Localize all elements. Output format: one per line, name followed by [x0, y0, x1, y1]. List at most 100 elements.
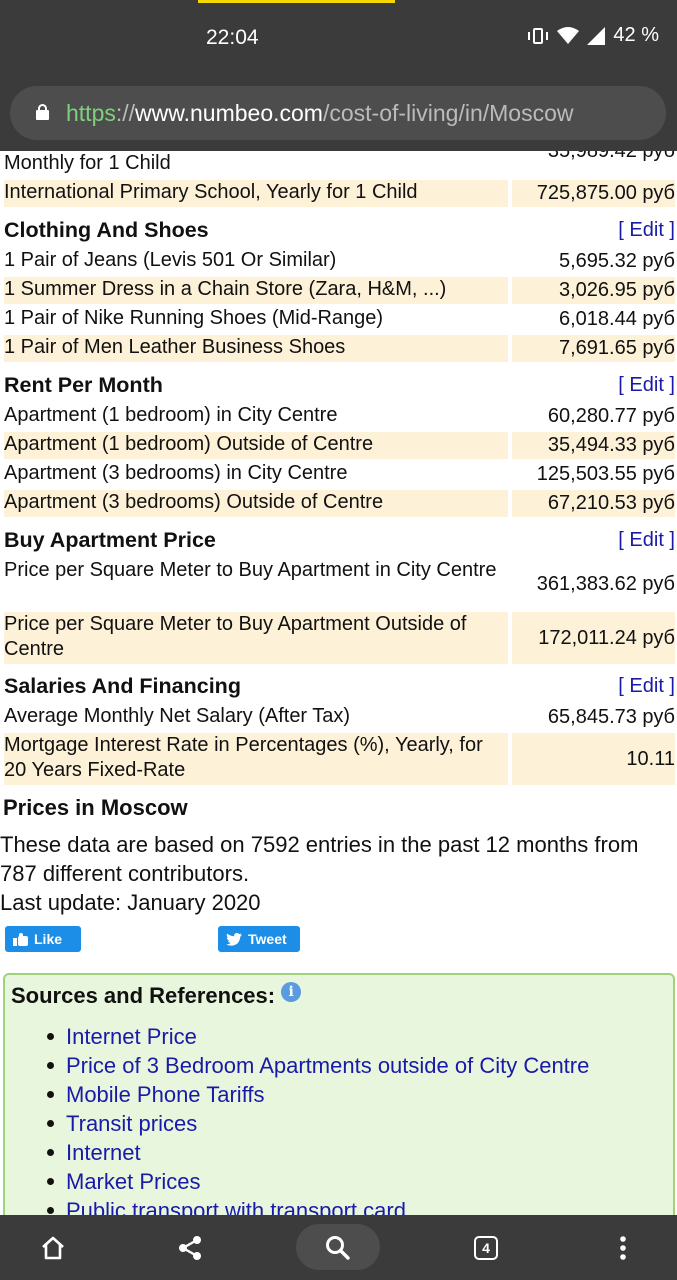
row-label: Apartment (3 bedrooms) Outside of Centre — [4, 490, 508, 517]
row-value: 172,011.24 руб — [512, 612, 675, 664]
row-label: 1 Pair of Men Leather Business Shoes — [4, 335, 508, 362]
url-text[interactable]: https://www.numbeo.com/cost-of-living/in… — [66, 100, 574, 127]
info-icon[interactable]: i — [281, 982, 302, 1002]
row-value: 125,503.55 руб — [536, 463, 675, 485]
like-label: Like — [34, 931, 63, 947]
source-link[interactable]: Mobile Phone Tariffs — [45, 1080, 589, 1109]
row-label: Monthly for 1 Child — [4, 152, 171, 174]
browser-top-chrome: 22:04 42 % https://www.numbeo.com/cost-o… — [0, 0, 677, 151]
url-scheme: https — [66, 100, 116, 126]
sources-heading: Sources and References: i — [11, 982, 302, 1009]
tabs-button[interactable]: 4 — [460, 1215, 512, 1280]
section-title: Rent Per Month — [4, 372, 163, 397]
menu-button[interactable] — [597, 1215, 649, 1280]
section-header-salaries: Salaries And Financing [ Edit ] — [4, 671, 675, 701]
share-icon — [179, 1235, 201, 1260]
source-link[interactable]: Market Prices — [45, 1167, 589, 1196]
wifi-icon — [557, 26, 580, 44]
more-vert-icon — [620, 1235, 626, 1260]
url-path: /cost-of-living/in/Moscow — [322, 100, 574, 126]
row-value: 10.11 — [512, 733, 675, 785]
row-label: Price per Square Meter to Buy Apartment … — [4, 612, 508, 664]
table-row: Price per Square Meter to Buy Apartment … — [4, 558, 675, 610]
section-header-clothing: Clothing And Shoes [ Edit ] — [4, 215, 675, 245]
twitter-bird-icon — [226, 932, 242, 946]
row-value: 361,383.62 руб — [536, 572, 675, 595]
share-button[interactable] — [164, 1215, 216, 1280]
table-row: 1 Pair of Nike Running Shoes (Mid-Range)… — [4, 306, 675, 333]
tab-count: 4 — [482, 1239, 490, 1256]
prices-heading: Prices in Moscow — [3, 795, 188, 820]
search-icon — [326, 1235, 350, 1260]
table-row: Apartment (1 bedroom) Outside of Centre … — [4, 432, 675, 459]
table-row: 1 Summer Dress in a Chain Store (Zara, H… — [4, 277, 675, 304]
source-link[interactable]: Transit prices — [45, 1109, 589, 1138]
entries-text: These data are based on 7592 entries in … — [0, 832, 639, 886]
table-row: 1 Pair of Jeans (Levis 501 Or Similar) 5… — [4, 248, 675, 275]
edit-link[interactable]: [ Edit ] — [618, 674, 675, 697]
last-update-text: Last update: January 2020 — [0, 890, 261, 915]
row-label: Apartment (3 bedrooms) in City Centre — [4, 462, 348, 484]
row-label: 1 Pair of Nike Running Shoes (Mid-Range) — [4, 307, 384, 329]
home-icon — [42, 1236, 64, 1259]
section-header-rent: Rent Per Month [ Edit ] — [4, 370, 675, 400]
table-row: Average Monthly Net Salary (After Tax) 6… — [4, 704, 675, 731]
row-value: 5,695.32 руб — [559, 250, 675, 272]
tweet-label: Tweet — [248, 931, 287, 947]
section-title: Clothing And Shoes — [4, 217, 209, 242]
edit-link[interactable]: [ Edit ] — [618, 218, 675, 241]
section-header-buy-apartment: Buy Apartment Price [ Edit ] — [4, 525, 675, 555]
row-label: Apartment (1 bedroom) in City Centre — [4, 404, 338, 426]
row-label: Price per Square Meter to Buy Apartment … — [4, 559, 497, 581]
row-value: 7,691.65 руб — [512, 335, 675, 362]
url-bar[interactable]: https://www.numbeo.com/cost-of-living/in… — [10, 86, 666, 140]
row-label: Mortgage Interest Rate in Percentages (%… — [4, 733, 508, 785]
status-time: 22:04 — [206, 26, 259, 49]
row-label: 1 Summer Dress in a Chain Store (Zara, H… — [4, 277, 508, 304]
table-row: Apartment (3 bedrooms) Outside of Centre… — [4, 490, 675, 517]
row-value: 67,210.53 руб — [512, 490, 675, 517]
sources-panel: Sources and References: i Internet Price… — [3, 973, 675, 1215]
row-value: 60,280.77 руб — [547, 405, 675, 427]
section-title: Salaries And Financing — [4, 673, 241, 698]
row-value: 3,026.95 руб — [512, 277, 675, 304]
row-label: International Primary School, Yearly for… — [4, 180, 508, 207]
row-value: 725,875.00 руб — [512, 180, 675, 207]
sources-list: Internet Price Price of 3 Bedroom Apartm… — [45, 1022, 589, 1215]
table-row: Apartment (3 bedrooms) in City Centre 12… — [4, 461, 675, 488]
table-row: Monthly for 1 Child 35,989.42 руб — [4, 151, 675, 176]
row-value: 65,845.73 руб — [547, 706, 675, 728]
section-title: Buy Apartment Price — [4, 527, 216, 552]
source-link[interactable]: Price of 3 Bedroom Apartments outside of… — [45, 1051, 589, 1080]
battery-percent: 42 % — [613, 24, 659, 46]
sources-heading-text: Sources and References: — [11, 983, 276, 1008]
table-row: International Primary School, Yearly for… — [4, 180, 675, 207]
table-row: Price per Square Meter to Buy Apartment … — [4, 612, 675, 664]
row-value: 35,494.33 руб — [512, 432, 675, 459]
table-row: 1 Pair of Men Leather Business Shoes 7,6… — [4, 335, 675, 362]
vibrate-icon — [527, 27, 549, 45]
source-link[interactable]: Internet — [45, 1138, 589, 1167]
tabs-icon: 4 — [474, 1235, 498, 1260]
row-label: Average Monthly Net Salary (After Tax) — [4, 705, 351, 727]
source-link[interactable]: Internet Price — [45, 1022, 589, 1051]
like-button[interactable]: Like — [5, 926, 81, 952]
row-label: 1 Pair of Jeans (Levis 501 Or Similar) — [4, 249, 337, 271]
edit-link[interactable]: [ Edit ] — [618, 528, 675, 551]
page-content: Monthly for 1 Child 35,989.42 руб Intern… — [0, 151, 677, 1215]
lock-icon — [36, 104, 49, 120]
edit-link[interactable]: [ Edit ] — [618, 373, 675, 396]
notification-strip — [198, 0, 395, 3]
tweet-button[interactable]: Tweet — [218, 926, 300, 952]
url-separator: :// — [115, 100, 136, 126]
url-host: www.numbeo.com — [135, 100, 323, 126]
thumbs-up-icon — [13, 932, 28, 946]
home-button[interactable] — [27, 1215, 79, 1280]
search-icon-wrap[interactable] — [312, 1215, 364, 1280]
status-icons: 42 % — [527, 24, 659, 47]
search-button[interactable] — [296, 1224, 380, 1270]
source-link[interactable]: Public transport with transport card — [45, 1196, 589, 1215]
row-label: Apartment (1 bedroom) Outside of Centre — [4, 432, 508, 459]
row-value: 6,018.44 руб — [559, 308, 675, 330]
table-row: Mortgage Interest Rate in Percentages (%… — [4, 733, 675, 785]
